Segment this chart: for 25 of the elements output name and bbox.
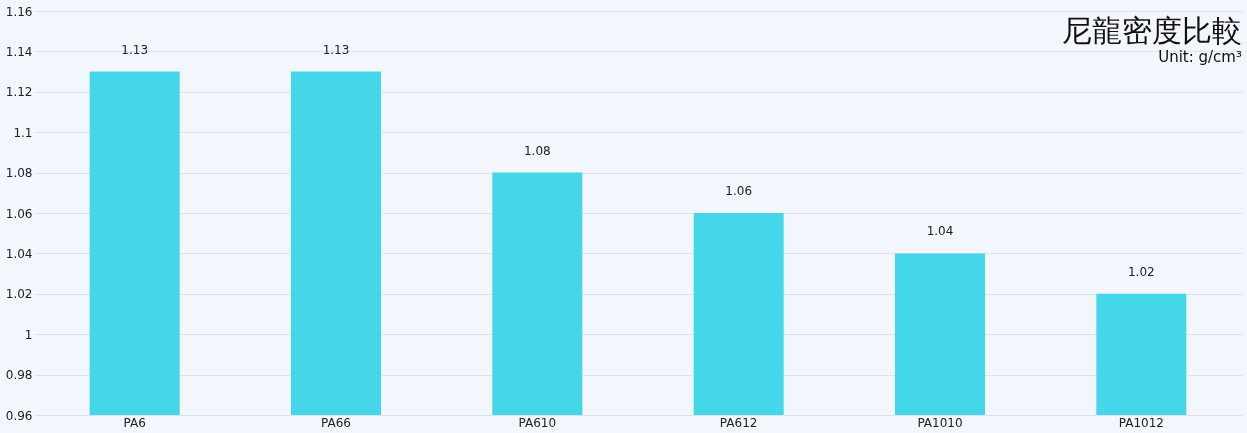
chart-title: 尼龍密度比較 xyxy=(1062,13,1242,48)
y-tick-label: 1.1 xyxy=(13,125,33,140)
data-label: 1.02 xyxy=(1127,264,1155,279)
y-tick-label: 1.06 xyxy=(5,206,33,221)
data-label: 1.08 xyxy=(523,143,551,158)
data-label: 1.04 xyxy=(926,224,954,239)
data-label: 1.06 xyxy=(725,184,753,198)
y-tick-label: 1.14 xyxy=(5,44,33,59)
y-tick-label: 1.16 xyxy=(5,4,33,19)
y-tick-label: 1.02 xyxy=(5,287,33,302)
y-tick-label: 1 xyxy=(24,327,33,342)
y-tick-label: 1.08 xyxy=(5,166,33,181)
x-tick-label: PA1012 xyxy=(1118,415,1164,430)
y-tick-label: 0.96 xyxy=(5,408,33,423)
text: Unit: g/cm³ xyxy=(1158,48,1242,66)
y-tick-label: 1.04 xyxy=(5,246,33,261)
y-tick-label: 0.98 xyxy=(5,368,33,383)
x-tick-label: PA610 xyxy=(518,415,557,430)
x-tick-label: PA6 xyxy=(123,415,146,430)
y-tick-label: 1.12 xyxy=(5,85,33,100)
x-tick-label: PA612 xyxy=(719,415,758,430)
data-label: 1.13 xyxy=(322,42,350,57)
x-tick-label: PA66 xyxy=(321,415,351,430)
x-tick-label: PA1010 xyxy=(917,415,963,430)
data-label: 1.13 xyxy=(121,42,149,57)
